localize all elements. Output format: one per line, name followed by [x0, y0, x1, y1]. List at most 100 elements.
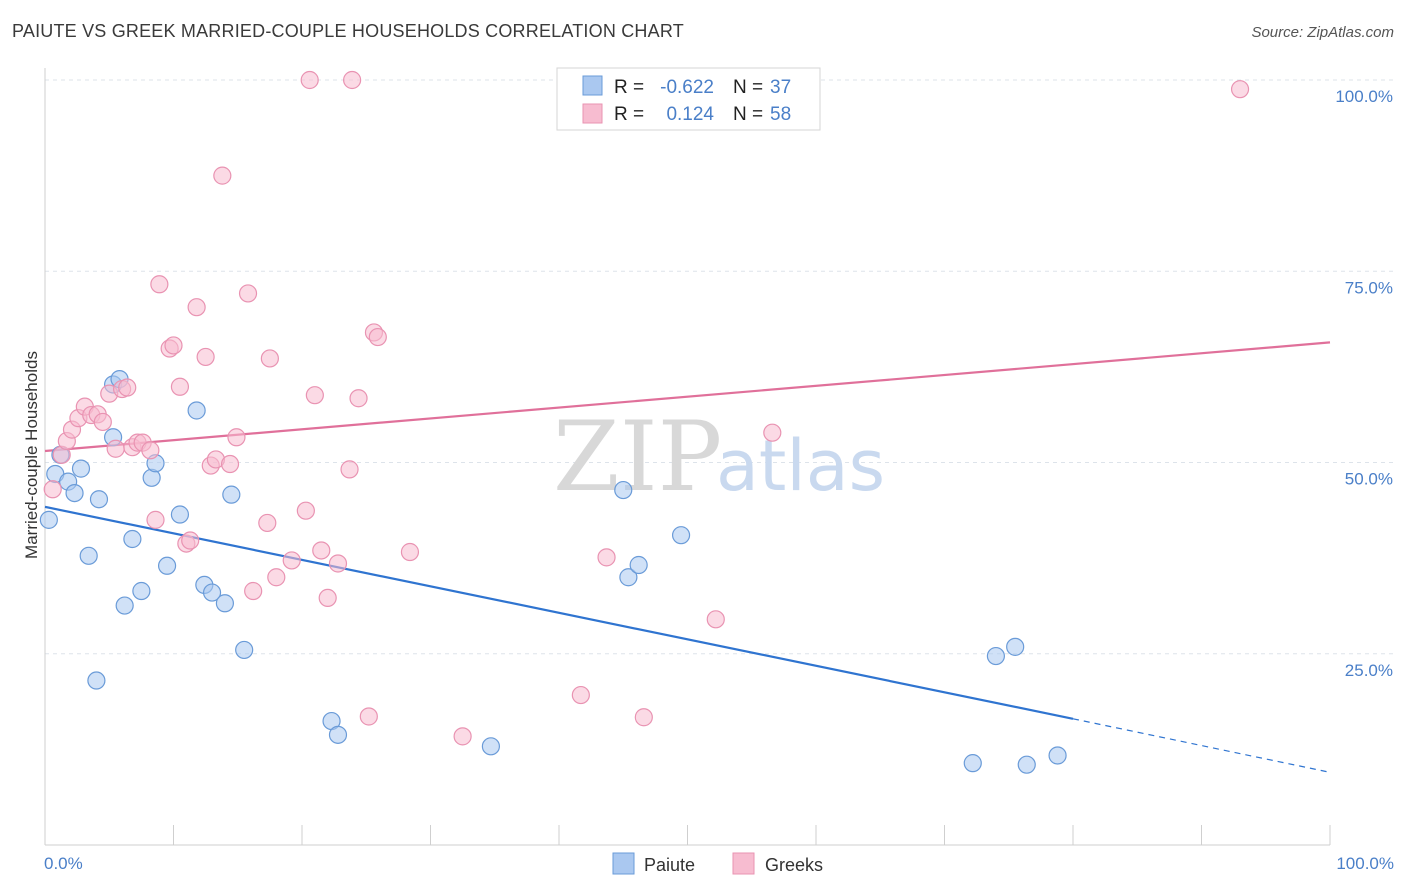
data-point-greeks: [181, 531, 200, 550]
stats-legend: R = -0.622 N = 37 R = 0.124 N = 58: [556, 67, 821, 131]
data-point-paiute: [187, 401, 206, 420]
data-point-greeks: [368, 327, 387, 347]
source-credit: Source: ZipAtlas.com: [1251, 24, 1394, 41]
data-point-paiute: [39, 510, 58, 529]
data-point-greeks: [93, 412, 112, 432]
data-point-greeks: [146, 510, 165, 529]
data-point-greeks: [260, 349, 279, 368]
data-point-paiute: [87, 671, 106, 690]
data-point-greeks: [571, 685, 590, 705]
data-point-greeks: [340, 460, 359, 479]
data-point-greeks: [164, 336, 183, 355]
data-point-greeks: [282, 551, 301, 570]
data-point-greeks: [359, 707, 378, 726]
data-point-greeks: [343, 70, 362, 90]
data-point-greeks: [196, 347, 215, 367]
stats-n-label-paiute: N =: [733, 77, 763, 98]
stats-r-value-paiute: -0.622: [660, 77, 714, 98]
data-point-greeks: [267, 568, 286, 587]
data-point-paiute: [89, 490, 109, 509]
data-point-greeks: [244, 581, 263, 601]
data-point-paiute: [328, 725, 348, 744]
data-point-paiute: [170, 505, 190, 524]
legend-swatch-paiute: [612, 852, 635, 875]
data-point-paiute: [986, 646, 1006, 666]
stats-r-label-greeks: R =: [614, 104, 644, 125]
y-tick-labels: 25.0% 50.0% 75.0% 100.0%: [1335, 87, 1393, 680]
watermark-atlas: atlas: [716, 425, 885, 507]
data-point-greeks: [213, 166, 232, 185]
data-point-paiute: [132, 581, 151, 601]
legend-label-greeks: Greeks: [765, 855, 823, 875]
y-tick-label: 100.0%: [1335, 87, 1393, 106]
stats-n-value-greeks: 58: [770, 104, 791, 125]
stats-r-value-greeks: 0.124: [666, 104, 714, 125]
data-point-paiute: [157, 556, 177, 575]
data-point-paiute: [1006, 637, 1025, 656]
legend-swatch-greeks: [732, 852, 755, 875]
x-tick-label-max: 100.0%: [1336, 854, 1394, 873]
trend-line-greeks: [44, 341, 1331, 453]
stats-swatch-greeks: [582, 103, 603, 124]
trend-line-paiute-extension: [1072, 718, 1331, 773]
data-point-greeks: [312, 541, 331, 560]
data-point-paiute: [235, 640, 254, 660]
data-point-greeks: [763, 423, 782, 442]
data-point-paiute: [481, 737, 500, 756]
data-point-paiute: [202, 583, 222, 602]
data-point-paiute: [115, 596, 134, 615]
data-point-greeks: [170, 377, 190, 396]
data-point-paiute: [629, 555, 648, 575]
y-axis-label: Married-couple Households: [22, 351, 41, 559]
data-point-paiute: [215, 594, 234, 613]
trend-lines: [44, 341, 1331, 773]
data-point-paiute: [1017, 755, 1036, 774]
y-tick-label: 75.0%: [1345, 278, 1393, 297]
data-point-greeks: [318, 588, 337, 608]
data-point-greeks: [227, 428, 246, 447]
chart-title: PAIUTE VS GREEK MARRIED-COUPLE HOUSEHOLD…: [12, 21, 684, 41]
data-point-paiute: [619, 568, 638, 587]
data-point-paiute: [614, 480, 633, 500]
data-point-greeks: [328, 554, 348, 573]
y-tick-label: 25.0%: [1345, 661, 1393, 680]
watermark: ZIP atlas: [553, 401, 885, 513]
data-point-paiute: [671, 526, 691, 545]
data-point-greeks: [258, 513, 277, 533]
data-point-paiute: [123, 529, 142, 549]
data-point-paiute: [65, 484, 84, 503]
data-point-greeks: [597, 548, 616, 567]
stats-swatch-paiute: [582, 75, 603, 96]
stats-n-value-paiute: 37: [770, 77, 791, 98]
data-point-greeks: [141, 441, 160, 460]
trend-line-paiute: [44, 505, 1074, 720]
data-point-paiute: [963, 754, 982, 773]
data-point-greeks: [349, 389, 368, 408]
data-point-greeks: [296, 501, 315, 520]
data-point-greeks: [305, 386, 324, 405]
data-point-greeks: [453, 727, 472, 746]
data-point-paiute: [71, 459, 91, 478]
data-point-greeks: [43, 480, 62, 499]
stats-r-label-paiute: R =: [614, 77, 644, 98]
data-point-paiute: [1048, 746, 1067, 765]
data-point-paiute: [79, 546, 98, 565]
data-point-greeks: [106, 439, 125, 458]
stats-n-label-greeks: N =: [733, 104, 763, 125]
data-point-greeks: [1230, 80, 1250, 99]
data-point-greeks: [634, 708, 653, 727]
series-paiute: [39, 370, 1067, 774]
data-point-greeks: [187, 298, 206, 317]
bottom-legend: Paiute Greeks: [612, 852, 823, 875]
series-greeks: [43, 70, 1250, 746]
legend-label-paiute: Paiute: [644, 855, 695, 875]
y-tick-label: 50.0%: [1345, 470, 1393, 489]
data-point-greeks: [300, 70, 319, 90]
data-point-greeks: [118, 378, 137, 397]
watermark-zip: ZIP: [553, 401, 722, 513]
x-tick-label-min: 0.0%: [44, 854, 83, 873]
grid-lines: [45, 79, 1393, 655]
data-point-greeks: [150, 275, 169, 294]
data-point-greeks: [238, 284, 258, 303]
